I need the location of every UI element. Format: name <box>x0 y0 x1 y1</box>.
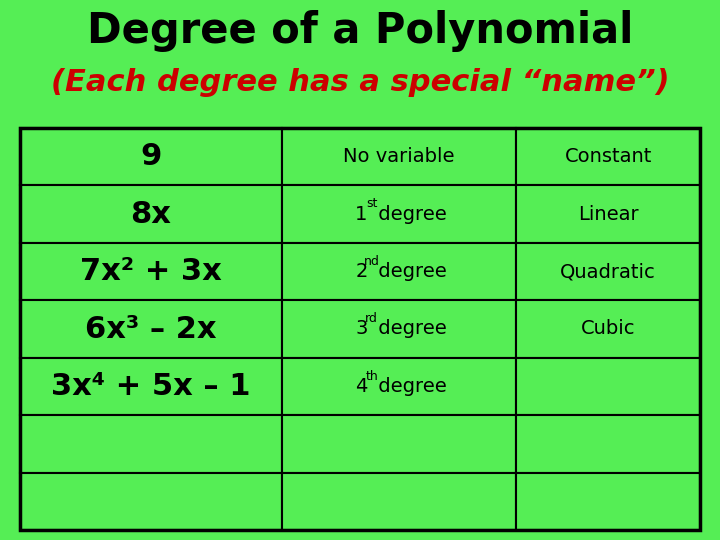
Text: 1: 1 <box>355 205 368 224</box>
Bar <box>282 472 516 530</box>
Text: Constant: Constant <box>564 147 652 166</box>
Bar <box>282 415 516 472</box>
Text: 9: 9 <box>140 142 161 171</box>
Bar <box>20 185 282 243</box>
Text: st: st <box>366 197 377 210</box>
Text: degree: degree <box>372 320 447 339</box>
Bar <box>20 300 282 357</box>
Text: (Each degree has a special “name”): (Each degree has a special “name”) <box>50 68 670 97</box>
Bar <box>516 357 700 415</box>
Text: degree: degree <box>372 377 447 396</box>
Bar <box>516 185 700 243</box>
Text: degree: degree <box>372 205 447 224</box>
Text: 6x³ – 2x: 6x³ – 2x <box>85 314 217 343</box>
Text: 3x⁴ + 5x – 1: 3x⁴ + 5x – 1 <box>51 372 251 401</box>
Text: th: th <box>366 369 378 383</box>
Text: nd: nd <box>364 255 379 268</box>
Text: 3: 3 <box>355 320 368 339</box>
Text: degree: degree <box>372 262 447 281</box>
Bar <box>282 357 516 415</box>
Text: Cubic: Cubic <box>581 320 636 339</box>
Bar <box>516 243 700 300</box>
Text: Quadratic: Quadratic <box>560 262 656 281</box>
Bar <box>20 128 700 530</box>
Text: 8x: 8x <box>130 200 171 228</box>
Text: Degree of a Polynomial: Degree of a Polynomial <box>87 10 633 52</box>
Bar <box>20 128 282 185</box>
Bar <box>516 128 700 185</box>
Bar <box>282 128 516 185</box>
Text: rd: rd <box>365 312 378 325</box>
Text: 4: 4 <box>355 377 368 396</box>
Bar <box>282 300 516 357</box>
Bar <box>20 357 282 415</box>
Bar <box>516 415 700 472</box>
Bar <box>282 185 516 243</box>
Text: No variable: No variable <box>343 147 455 166</box>
Text: Linear: Linear <box>578 205 639 224</box>
Bar <box>282 243 516 300</box>
Bar <box>516 472 700 530</box>
Bar <box>20 415 282 472</box>
Text: 2: 2 <box>355 262 368 281</box>
Text: 7x² + 3x: 7x² + 3x <box>80 257 222 286</box>
Bar <box>516 300 700 357</box>
Bar <box>20 472 282 530</box>
Bar <box>20 243 282 300</box>
